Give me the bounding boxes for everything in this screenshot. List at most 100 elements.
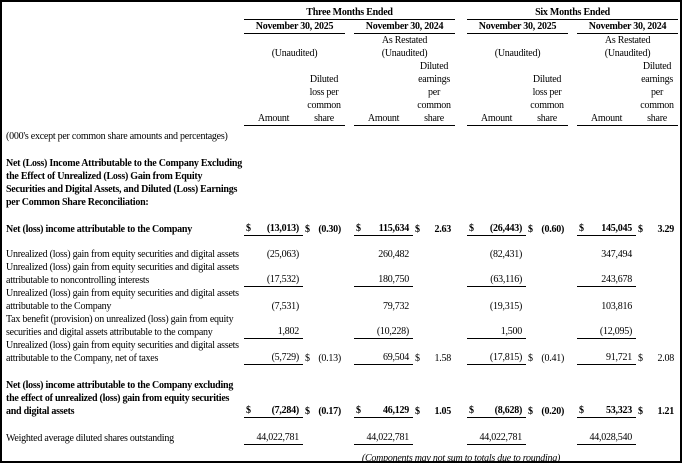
cell-content: 44,022,781	[244, 431, 303, 445]
per-share-cell: $1.21	[636, 365, 678, 418]
per-share-cell: $ (0.17)	[303, 365, 345, 418]
currency-symbol: $	[638, 352, 643, 364]
table-row: Unrealized (loss) gain from equity secur…	[4, 261, 678, 287]
cell-content: $53,323	[577, 404, 637, 418]
row-label: Unrealized (loss) gain from equity secur…	[6, 248, 239, 260]
per-share-cell: $2.63	[413, 209, 455, 236]
amount-cell: 1,802	[244, 313, 303, 339]
financial-table: Three Months Ended Six Months Ended Nove…	[4, 5, 679, 445]
amount-cell: $ (26,443)	[467, 209, 527, 236]
column-header-per-share: Diluted earnings per common share	[413, 59, 456, 126]
amount-cell: 1,500	[467, 313, 527, 339]
row-label: Tax benefit (provision) on unrealized (l…	[6, 313, 234, 338]
cell-value: 1,500	[500, 325, 523, 337]
cell-content: $3.29	[636, 223, 678, 236]
column-spacer	[568, 313, 577, 339]
cell-value: (0.60)	[541, 223, 565, 235]
amount-cell: $46,129	[354, 365, 413, 418]
per-share-cell	[636, 261, 678, 287]
currency-symbol: $	[528, 405, 533, 417]
cell-value: (17,532)	[266, 273, 299, 285]
amount-cell: $145,045	[577, 209, 637, 236]
cell-content: 180,750	[354, 273, 413, 287]
amount-cell: 44,028,540	[577, 418, 637, 445]
restated-row: As Restated As Restated	[4, 33, 678, 47]
scale-note: (000's except per common share amounts a…	[6, 130, 228, 142]
amount-cell: $ (7,284)	[244, 365, 303, 418]
cell-content: 260,482	[354, 248, 413, 261]
cell-value: (25,063)	[266, 248, 299, 260]
amount-cell: 44,022,781	[244, 418, 303, 445]
footer-note: (Components may not sum to totals due to…	[361, 452, 561, 463]
per-share-cell	[526, 313, 568, 339]
amount-cell: 44,022,781	[354, 418, 413, 445]
cell-value: 2.63	[434, 223, 452, 235]
cell-content: $ (0.20)	[526, 405, 568, 418]
cell-content: (12,095)	[577, 325, 637, 339]
column-header-per-share: Diluted loss per common share	[303, 59, 345, 126]
amount-cell: (17,815)	[467, 339, 527, 365]
cell-content: $ (26,443)	[467, 222, 527, 236]
amount-cell: (25,063)	[244, 236, 303, 261]
column-spacer	[455, 418, 467, 445]
restated-label: As Restated	[381, 34, 428, 46]
cell-content: (5,729)	[244, 351, 303, 365]
column-spacer	[455, 313, 467, 339]
cell-value: 79,732	[383, 300, 409, 312]
cell-value: 1.58	[434, 352, 452, 364]
row-label: Unrealized (loss) gain from equity secur…	[6, 261, 239, 286]
amount-cell: (17,532)	[244, 261, 303, 287]
column-spacer	[345, 209, 354, 236]
column-spacer	[568, 365, 577, 418]
cell-content: $ (7,284)	[244, 404, 303, 418]
amount-cell: 260,482	[354, 236, 413, 261]
column-spacer	[568, 418, 577, 445]
column-spacer	[568, 236, 577, 261]
column-spacer	[568, 33, 577, 47]
period-header-row: Three Months Ended Six Months Ended	[4, 5, 679, 20]
amount-cell: 347,494	[577, 236, 636, 261]
column-header-amount: Amount	[244, 59, 303, 126]
unaudited-label: (Unaudited)	[604, 47, 651, 59]
currency-symbol: $	[415, 352, 420, 364]
cell-value: 44,022,781	[256, 431, 300, 443]
amount-cell: 243,678	[577, 261, 637, 287]
currency-symbol: $	[469, 404, 474, 416]
currency-symbol: $	[246, 404, 251, 416]
column-spacer	[345, 339, 354, 365]
cell-value: (0.20)	[541, 405, 565, 417]
column-spacer	[345, 33, 354, 47]
per-share-cell: $ (0.41)	[526, 339, 568, 365]
column-spacer	[455, 33, 467, 47]
cell-value: (8,628)	[494, 404, 523, 416]
table-row: Net (loss) income attributable to the Co…	[4, 365, 678, 418]
scale-note-row: (000's except per common share amounts a…	[4, 125, 678, 143]
cell-value: 1,802	[277, 325, 300, 337]
column-header-amount: Amount	[467, 59, 527, 126]
amount-cell: (63,116)	[467, 261, 527, 287]
column-spacer	[568, 209, 577, 236]
currency-symbol: $	[415, 223, 420, 235]
cell-value: 44,022,781	[479, 431, 523, 443]
column-spacer	[345, 60, 354, 126]
per-share-cell	[303, 418, 345, 445]
per-share-cell: $ (0.60)	[526, 209, 568, 236]
cell-content: 44,022,781	[354, 431, 413, 445]
table-body: Net (Loss) Income Attributable to the Co…	[4, 143, 678, 445]
currency-symbol: $	[305, 223, 310, 235]
table-row: Net (loss) income attributable to the Co…	[4, 209, 678, 236]
cell-value: 91,721	[606, 351, 633, 363]
per-share-cell	[526, 236, 568, 261]
cell-value: 44,022,781	[366, 431, 410, 443]
cell-content: 79,732	[354, 300, 413, 313]
cell-value: (10,228)	[376, 325, 409, 337]
date-header: November 30, 2025	[467, 19, 569, 34]
column-header-amount: Amount	[577, 59, 637, 126]
currency-symbol: $	[305, 352, 310, 364]
column-spacer	[568, 60, 577, 126]
per-share-cell	[526, 287, 568, 313]
cell-value: 103,816	[601, 300, 633, 312]
cell-content: $ (13,013)	[244, 222, 303, 236]
cell-content: (7,531)	[244, 300, 303, 313]
amount-cell: $53,323	[577, 365, 637, 418]
